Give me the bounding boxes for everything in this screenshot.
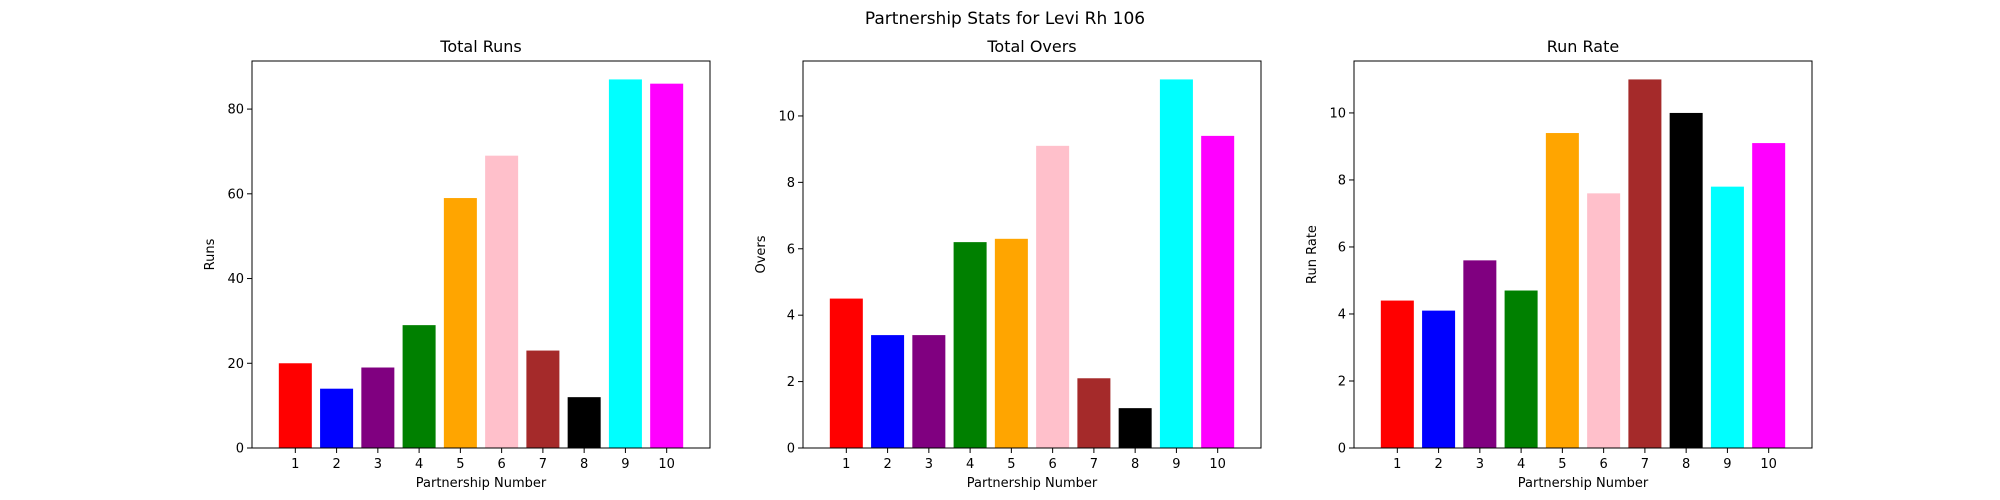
bar-2 xyxy=(871,335,905,448)
x-tick-label: 3 xyxy=(374,457,382,472)
x-tick-label: 5 xyxy=(456,457,464,472)
bar-2 xyxy=(320,388,354,448)
bar-10 xyxy=(650,83,684,449)
x-tick-label: 4 xyxy=(966,457,974,472)
figure-title: Partnership Stats for Levi Rh 106 xyxy=(865,9,1145,29)
y-tick-label: 8 xyxy=(1338,173,1346,188)
y-tick-label: 6 xyxy=(1338,240,1346,255)
x-tick-label: 2 xyxy=(1434,457,1442,472)
x-tick-label: 5 xyxy=(1007,457,1015,472)
bar-8 xyxy=(1118,408,1152,448)
x-tick-label: 9 xyxy=(1172,457,1180,472)
x-tick-label: 6 xyxy=(1048,457,1056,472)
y-tick-label: 10 xyxy=(778,109,795,124)
y-axis-label: Run Rate xyxy=(1305,225,1320,284)
x-tick-label: 5 xyxy=(1558,457,1566,472)
y-tick-label: 8 xyxy=(787,176,795,191)
bar-4 xyxy=(953,242,987,448)
bar-5 xyxy=(994,238,1028,448)
y-tick-label: 4 xyxy=(1338,307,1346,322)
bar-3 xyxy=(1463,260,1497,448)
x-axis-label: Partnership Number xyxy=(1518,476,1649,491)
y-tick-label: 0 xyxy=(236,442,244,457)
bar-9 xyxy=(608,79,642,449)
bar-10 xyxy=(1201,135,1235,448)
y-tick-label: 10 xyxy=(1329,106,1346,121)
chart-panel-2: 1 2 3 4 5 6 7 8 9 10 0 2 4 6 8 10 Total Overs Partnership… xyxy=(754,37,1262,491)
y-tick-label: 2 xyxy=(1338,374,1346,389)
x-tick-label: 7 xyxy=(1090,457,1098,472)
x-tick-label: 1 xyxy=(842,457,850,472)
axes-frame xyxy=(802,60,1262,449)
x-tick-label: 10 xyxy=(1760,457,1777,472)
bar-10 xyxy=(1752,143,1786,448)
y-tick-label: 0 xyxy=(1338,442,1346,457)
x-tick-label: 7 xyxy=(1641,457,1649,472)
x-tick-label: 1 xyxy=(1393,457,1401,472)
bar-6 xyxy=(1036,145,1070,448)
x-tick-label: 6 xyxy=(1599,457,1607,472)
y-tick-label: 20 xyxy=(227,357,244,372)
chart-title: Total Overs xyxy=(986,37,1076,56)
bar-9 xyxy=(1159,79,1193,449)
x-tick-label: 10 xyxy=(658,457,675,472)
bar-6 xyxy=(1587,193,1621,448)
chart-title: Run Rate xyxy=(1547,37,1619,56)
y-tick-label: 2 xyxy=(787,375,795,390)
x-tick-label: 1 xyxy=(291,457,299,472)
x-axis-label: Partnership Number xyxy=(416,476,547,491)
x-tick-label: 2 xyxy=(883,457,891,472)
axes-frame xyxy=(251,60,711,449)
x-tick-label: 3 xyxy=(1476,457,1484,472)
y-tick-label: 6 xyxy=(787,242,795,257)
bar-5 xyxy=(1545,133,1579,449)
bar-6 xyxy=(485,155,519,448)
x-tick-label: 6 xyxy=(497,457,505,472)
chart-panel-3: 1 2 3 4 5 6 7 8 9 10 0 2 4 6 8 10 Run Rate Partnership Nu… xyxy=(1305,37,1813,491)
bar-7 xyxy=(526,350,560,448)
bar-3 xyxy=(912,335,946,448)
y-tick-label: 40 xyxy=(227,272,244,287)
x-tick-label: 2 xyxy=(332,457,340,472)
axes-frame xyxy=(1353,60,1813,449)
x-tick-label: 9 xyxy=(621,457,629,472)
bar-8 xyxy=(1669,112,1703,448)
y-axis-label: Overs xyxy=(754,235,769,273)
x-tick-label: 8 xyxy=(580,457,588,472)
bar-1 xyxy=(1380,300,1414,448)
bar-9 xyxy=(1710,186,1744,448)
chart-panel-1: 1 2 3 4 5 6 7 8 9 10 0 20 40 60 80 Total Runs Partnershi… xyxy=(203,37,711,491)
bar-7 xyxy=(1628,79,1662,449)
y-tick-label: 4 xyxy=(787,309,795,324)
bar-1 xyxy=(829,298,863,448)
x-tick-label: 4 xyxy=(415,457,423,472)
bar-8 xyxy=(567,397,601,448)
bar-4 xyxy=(1504,290,1538,448)
x-tick-label: 7 xyxy=(539,457,547,472)
x-tick-label: 4 xyxy=(1517,457,1525,472)
x-tick-label: 9 xyxy=(1723,457,1731,472)
bar-7 xyxy=(1077,378,1111,448)
x-tick-label: 8 xyxy=(1131,457,1139,472)
chart-title: Total Runs xyxy=(439,37,521,56)
y-tick-label: 80 xyxy=(227,103,244,118)
y-tick-label: 60 xyxy=(227,187,244,202)
x-axis-label: Partnership Number xyxy=(967,476,1098,491)
bar-3 xyxy=(361,367,395,448)
bar-5 xyxy=(443,198,477,448)
bar-4 xyxy=(402,325,436,448)
y-axis-label: Runs xyxy=(203,238,218,270)
x-tick-label: 3 xyxy=(925,457,933,472)
bar-1 xyxy=(278,363,312,448)
x-tick-label: 8 xyxy=(1682,457,1690,472)
x-tick-label: 10 xyxy=(1209,457,1226,472)
y-tick-label: 0 xyxy=(787,442,795,457)
bar-2 xyxy=(1422,310,1456,448)
